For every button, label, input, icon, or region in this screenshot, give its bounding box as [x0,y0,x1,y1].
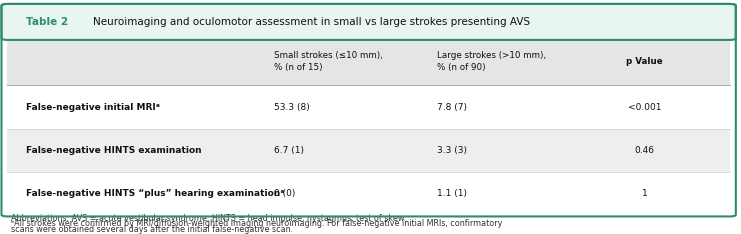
Text: Large strokes (>10 mm),
% (n of 90): Large strokes (>10 mm), % (n of 90) [437,51,546,72]
Text: 0.46: 0.46 [635,146,654,155]
Bar [7,85,730,129]
Text: False-negative HINTS “plus” hearing examinationᵃ: False-negative HINTS “plus” hearing exam… [26,189,285,198]
Text: scans were obtained several days after the initial false-negative scan.: scans were obtained several days after t… [11,225,293,234]
Bar [7,38,730,85]
Text: Table 2: Table 2 [26,17,68,27]
Bar [7,129,730,172]
Text: 1.1 (1): 1.1 (1) [437,189,467,198]
Text: False-negative initial MRIᵃ: False-negative initial MRIᵃ [26,103,160,112]
Text: p Value: p Value [626,57,663,66]
Text: 0 (0): 0 (0) [274,189,296,198]
Text: Abbreviations: AVS = acute vestibular syndrome; HINTS = head impulse, nystagmus,: Abbreviations: AVS = acute vestibular sy… [11,214,406,223]
Bar [7,172,730,215]
Text: Small strokes (≤10 mm),
% (n of 15): Small strokes (≤10 mm), % (n of 15) [274,51,383,72]
Text: Neuroimaging and oculomotor assessment in small vs large strokes presenting AVS: Neuroimaging and oculomotor assessment i… [93,17,530,27]
Text: ᵃAll strokes were confirmed by MRI/diffusion-weighted imaging neuroimaging. For : ᵃAll strokes were confirmed by MRI/diffu… [11,219,502,228]
Text: 3.3 (3): 3.3 (3) [437,146,467,155]
Text: 1: 1 [642,189,648,198]
Text: 6.7 (1): 6.7 (1) [274,146,304,155]
FancyBboxPatch shape [1,4,736,40]
Text: 7.8 (7): 7.8 (7) [437,103,467,112]
Text: 53.3 (8): 53.3 (8) [274,103,310,112]
Text: False-negative HINTS examination: False-negative HINTS examination [26,146,202,155]
Text: <0.001: <0.001 [628,103,662,112]
